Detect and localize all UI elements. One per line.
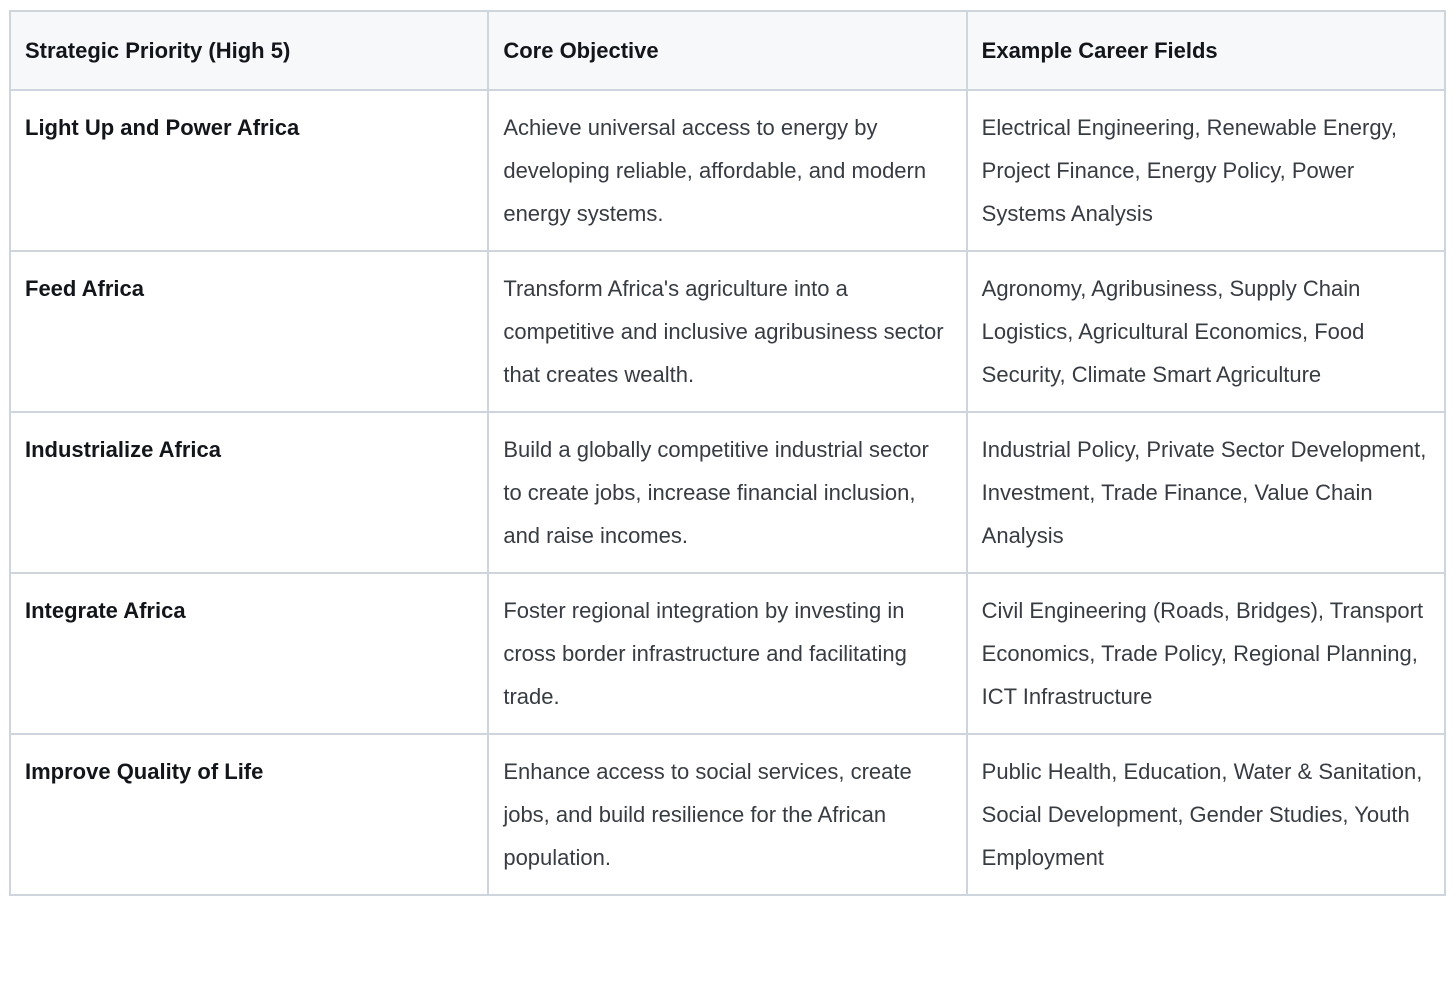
priority-cell: Light Up and Power Africa	[8, 89, 490, 252]
column-header-core-objective: Core Objective	[487, 10, 968, 91]
priority-cell: Industrialize Africa	[8, 411, 490, 574]
objective-cell: Build a globally competitive industrial …	[487, 411, 968, 574]
priority-cell: Feed Africa	[8, 250, 490, 413]
priority-cell: Improve Quality of Life	[8, 733, 490, 896]
careers-cell: Electrical Engineering, Renewable Energy…	[965, 89, 1447, 252]
careers-cell: Public Health, Education, Water & Sanita…	[965, 733, 1447, 896]
objective-cell: Foster regional integration by investing…	[487, 572, 968, 735]
table-row: Light Up and Power Africa Achieve univer…	[8, 89, 1447, 252]
header-row: Strategic Priority (High 5) Core Objecti…	[8, 10, 1447, 91]
table-row: Integrate Africa Foster regional integra…	[8, 572, 1447, 735]
priority-cell: Integrate Africa	[8, 572, 490, 735]
column-header-strategic-priority: Strategic Priority (High 5)	[8, 10, 490, 91]
table-row: Industrialize Africa Build a globally co…	[8, 411, 1447, 574]
objective-cell: Achieve universal access to energy by de…	[487, 89, 968, 252]
objective-cell: Enhance access to social services, creat…	[487, 733, 968, 896]
column-header-example-career-fields: Example Career Fields	[965, 10, 1447, 91]
high5-priorities-table: Strategic Priority (High 5) Core Objecti…	[8, 10, 1447, 896]
careers-cell: Civil Engineering (Roads, Bridges), Tran…	[965, 572, 1447, 735]
table-row: Improve Quality of Life Enhance access t…	[8, 733, 1447, 896]
careers-cell: Industrial Policy, Private Sector Develo…	[965, 411, 1447, 574]
objective-cell: Transform Africa's agriculture into a co…	[487, 250, 968, 413]
table-row: Feed Africa Transform Africa's agricultu…	[8, 250, 1447, 413]
careers-cell: Agronomy, Agribusiness, Supply Chain Log…	[965, 250, 1447, 413]
